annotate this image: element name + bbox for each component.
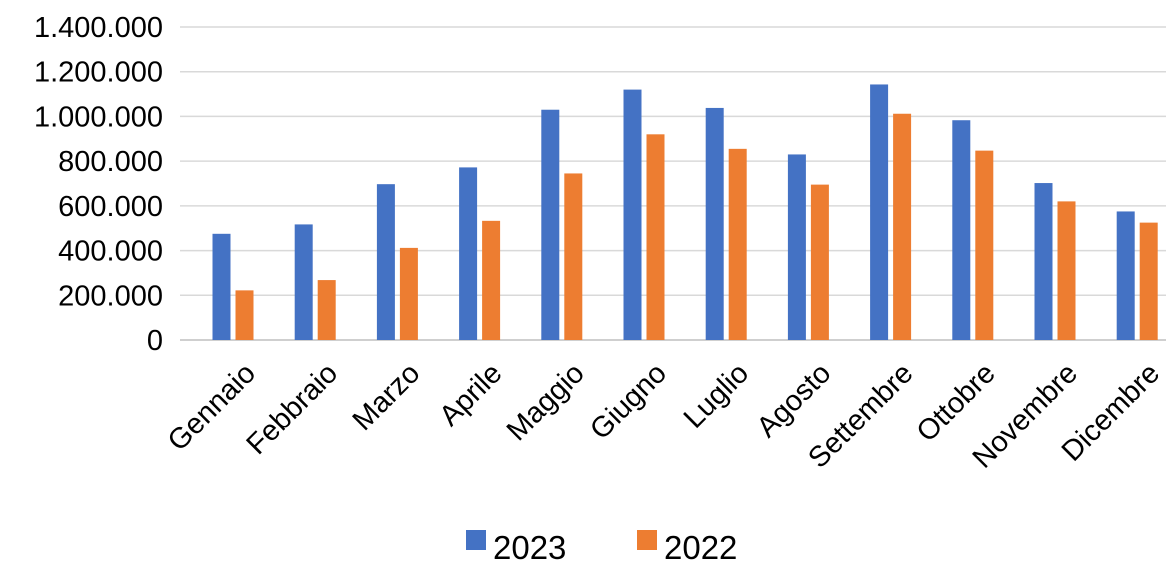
bar-2022-ottobre	[975, 150, 994, 340]
x-tick-label: Aprile	[433, 357, 508, 432]
bar-2023-agosto	[787, 154, 806, 340]
y-tick-label: 1.200.000	[34, 57, 163, 89]
bar-2022-marzo	[399, 247, 418, 340]
bar-2022-aprile	[482, 220, 501, 340]
x-tick-label: Maggio	[501, 357, 591, 447]
legend-label-2022: 2022	[664, 529, 737, 566]
x-tick-label: Marzo	[347, 357, 427, 437]
bar-2022-luglio	[728, 148, 747, 340]
gridlines	[180, 26, 1166, 341]
bar-2023-novembre	[1034, 183, 1053, 340]
bar-2023-maggio	[541, 109, 560, 340]
bar-2022-dicembre	[1139, 222, 1158, 340]
y-tick-label: 1.000.000	[34, 101, 163, 133]
legend-label-2023: 2023	[493, 529, 566, 566]
y-tick-label: 800.000	[58, 146, 163, 178]
bar-2023-febbraio	[294, 224, 313, 340]
x-tick-label: Febbraio	[241, 357, 345, 461]
legend: 2023 2022	[466, 529, 737, 566]
bar-2022-giugno	[646, 134, 665, 340]
y-tick-label: 400.000	[58, 236, 163, 268]
bar-2022-agosto	[810, 184, 829, 340]
bar-2023-dicembre	[1116, 211, 1135, 340]
y-tick-label: 0	[147, 325, 163, 357]
bar-2022-novembre	[1057, 201, 1076, 340]
bar-2023-ottobre	[952, 120, 971, 341]
bar-2022-settembre	[893, 113, 912, 340]
bar-2022-gennaio	[235, 290, 254, 340]
bar-2022-febbraio	[317, 280, 336, 340]
x-tick-label: Giugno	[584, 357, 673, 446]
bar-2023-settembre	[870, 84, 889, 340]
bars	[212, 84, 1158, 341]
bar-2023-luglio	[705, 107, 724, 340]
y-tick-label: 200.000	[58, 280, 163, 312]
legend-swatch-2022	[637, 530, 657, 550]
bar-2023-giugno	[623, 89, 642, 340]
y-tick-label: 600.000	[58, 191, 163, 223]
x-tick-label: Luglio	[678, 357, 755, 434]
bar-2022-maggio	[564, 173, 583, 340]
bar-2023-gennaio	[212, 233, 231, 340]
legend-swatch-2023	[466, 530, 486, 550]
bar-2023-marzo	[376, 184, 395, 340]
bar-2023-aprile	[459, 167, 478, 340]
y-axis-tick-labels: 0 200.000 400.000 600.000 800.000 1.000.000 1.…	[34, 12, 163, 357]
y-tick-label: 1.400.000	[34, 12, 163, 44]
